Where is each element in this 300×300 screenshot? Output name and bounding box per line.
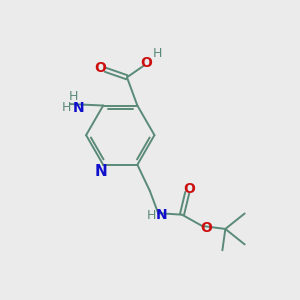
Text: H: H [69,90,78,103]
Text: N: N [94,164,107,179]
Text: O: O [201,221,213,235]
Text: O: O [140,56,152,70]
Text: O: O [94,61,106,75]
Text: O: O [183,182,195,196]
Text: N: N [155,208,167,222]
Text: H: H [61,101,71,114]
Text: H: H [147,209,156,222]
Text: H: H [153,47,162,60]
Text: N: N [72,101,84,115]
